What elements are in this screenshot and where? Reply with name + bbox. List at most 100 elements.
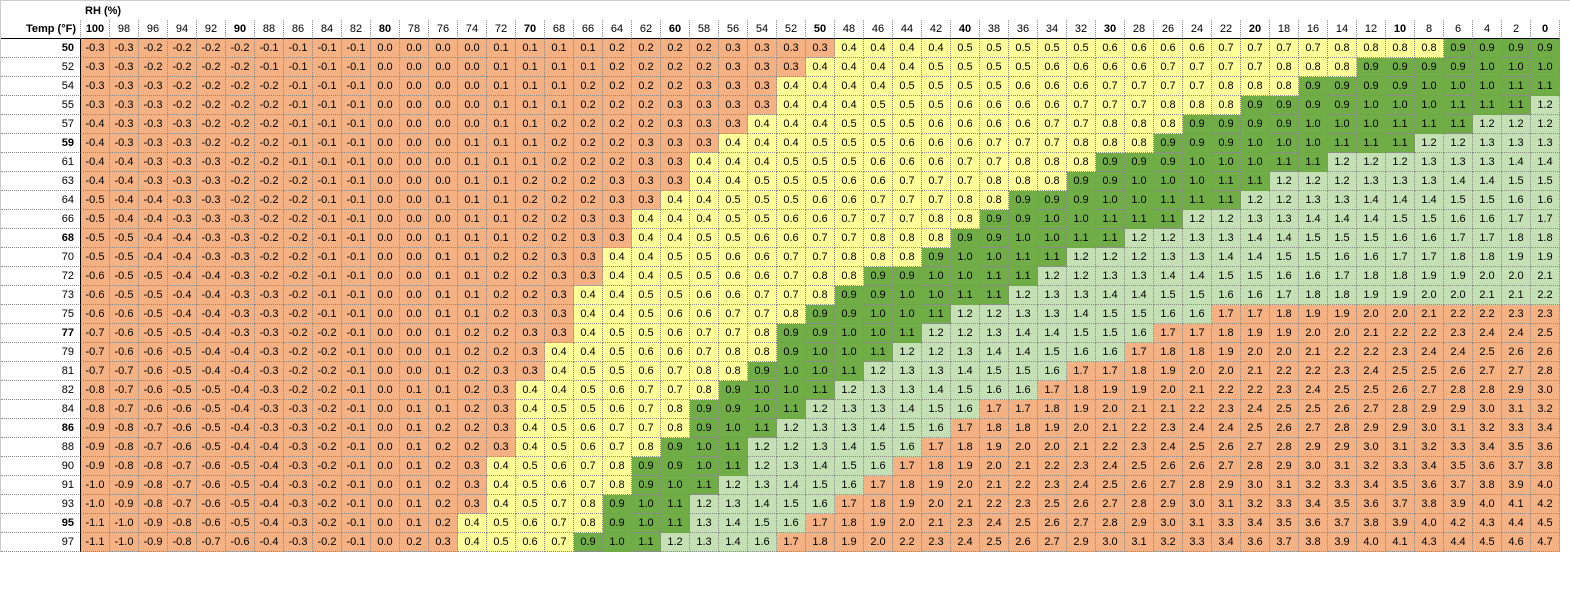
data-cell: 3.1 bbox=[1386, 438, 1415, 457]
data-cell: 0.7 bbox=[922, 172, 951, 191]
data-cell: -0.5 bbox=[139, 324, 168, 343]
data-cell: 1.2 bbox=[922, 324, 951, 343]
data-cell: 0.6 bbox=[719, 248, 748, 267]
data-cell: 0.7 bbox=[777, 286, 806, 305]
data-cell: -0.2 bbox=[197, 77, 226, 96]
data-cell: 1.0 bbox=[632, 514, 661, 533]
data-cell: 1.9 bbox=[1357, 286, 1386, 305]
data-cell: 1.0 bbox=[1502, 58, 1531, 77]
data-cell: -0.2 bbox=[168, 77, 197, 96]
data-cell: -0.3 bbox=[255, 381, 284, 400]
data-cell: 1.3 bbox=[1473, 153, 1502, 172]
data-cell: 2.1 bbox=[1357, 324, 1386, 343]
data-cell: 0.6 bbox=[690, 305, 719, 324]
data-cell: 1.4 bbox=[1299, 210, 1328, 229]
data-cell: 0.2 bbox=[545, 115, 574, 134]
data-cell: 0.1 bbox=[429, 267, 458, 286]
data-cell: 0.0 bbox=[371, 324, 400, 343]
data-cell: 2.6 bbox=[1444, 362, 1473, 381]
data-cell: -0.3 bbox=[139, 96, 168, 115]
data-cell: 3.1 bbox=[1270, 476, 1299, 495]
data-cell: 0.2 bbox=[458, 438, 487, 457]
data-cell: -0.4 bbox=[139, 248, 168, 267]
data-cell: 0.1 bbox=[400, 495, 429, 514]
data-cell: 0.7 bbox=[1241, 39, 1270, 58]
data-cell: 4.3 bbox=[1415, 533, 1444, 552]
data-cell: 0.5 bbox=[893, 115, 922, 134]
data-cell: 0.2 bbox=[545, 134, 574, 153]
data-cell: 3.3 bbox=[1444, 438, 1473, 457]
data-cell: -0.9 bbox=[81, 419, 110, 438]
data-cell: -0.1 bbox=[342, 229, 371, 248]
data-cell: 0.7 bbox=[1212, 39, 1241, 58]
data-cell: -0.5 bbox=[168, 362, 197, 381]
data-cell: -0.4 bbox=[226, 343, 255, 362]
data-cell: 1.4 bbox=[1444, 172, 1473, 191]
row-header: 93 bbox=[1, 495, 81, 514]
data-cell: 0.7 bbox=[835, 210, 864, 229]
data-cell: 1.2 bbox=[1531, 115, 1560, 134]
data-cell: 1.1 bbox=[1502, 77, 1531, 96]
data-cell: 0.6 bbox=[864, 172, 893, 191]
data-cell: -0.2 bbox=[168, 39, 197, 58]
data-cell: 0.2 bbox=[632, 96, 661, 115]
data-cell: 0.9 bbox=[1212, 115, 1241, 134]
data-cell: 0.5 bbox=[893, 77, 922, 96]
col-header: 86 bbox=[284, 20, 313, 39]
data-cell: 0.7 bbox=[1183, 58, 1212, 77]
data-cell: 0.0 bbox=[400, 39, 429, 58]
data-cell: 1.9 bbox=[1125, 381, 1154, 400]
data-cell: 0.7 bbox=[893, 172, 922, 191]
data-cell: 0.3 bbox=[719, 39, 748, 58]
row-header: 79 bbox=[1, 343, 81, 362]
data-cell: 1.8 bbox=[893, 476, 922, 495]
data-cell: 1.3 bbox=[690, 533, 719, 552]
data-cell: 0.9 bbox=[806, 305, 835, 324]
data-cell: 0.8 bbox=[1067, 134, 1096, 153]
data-cell: 0.8 bbox=[1183, 96, 1212, 115]
data-cell: 0.9 bbox=[690, 400, 719, 419]
data-cell: 0.8 bbox=[1096, 115, 1125, 134]
data-cell: 2.9 bbox=[1357, 419, 1386, 438]
data-cell: 2.3 bbox=[1502, 305, 1531, 324]
data-cell: 0.4 bbox=[632, 210, 661, 229]
data-cell: 2.1 bbox=[1241, 362, 1270, 381]
data-cell: 0.1 bbox=[458, 286, 487, 305]
data-cell: 2.1 bbox=[1473, 286, 1502, 305]
data-cell: 0.1 bbox=[458, 153, 487, 172]
data-cell: 1.7 bbox=[1038, 381, 1067, 400]
data-cell: 2.0 bbox=[893, 514, 922, 533]
data-cell: -0.2 bbox=[197, 115, 226, 134]
data-cell: 0.0 bbox=[400, 153, 429, 172]
data-cell: 1.1 bbox=[1009, 267, 1038, 286]
data-cell: 0.2 bbox=[516, 286, 545, 305]
data-cell: 2.6 bbox=[1183, 457, 1212, 476]
data-cell: 1.4 bbox=[777, 476, 806, 495]
data-cell: 1.2 bbox=[1270, 172, 1299, 191]
data-cell: 0.3 bbox=[487, 419, 516, 438]
data-cell: 0.4 bbox=[661, 191, 690, 210]
data-cell: 2.9 bbox=[1067, 533, 1096, 552]
data-cell: 3.9 bbox=[1328, 533, 1357, 552]
data-cell: 0.4 bbox=[574, 286, 603, 305]
data-cell: 1.7 bbox=[1009, 400, 1038, 419]
data-cell: 0.1 bbox=[400, 419, 429, 438]
data-cell: 2.3 bbox=[1386, 343, 1415, 362]
data-cell: 2.0 bbox=[1067, 419, 1096, 438]
data-cell: 2.9 bbox=[1270, 457, 1299, 476]
data-cell: 0.9 bbox=[1067, 172, 1096, 191]
data-cell: -0.1 bbox=[313, 305, 342, 324]
data-cell: 3.2 bbox=[1473, 419, 1502, 438]
data-cell: -0.2 bbox=[168, 58, 197, 77]
col-header: 82 bbox=[342, 20, 371, 39]
data-cell: -0.4 bbox=[255, 533, 284, 552]
data-cell: 2.8 bbox=[1270, 438, 1299, 457]
data-cell: 0.8 bbox=[690, 381, 719, 400]
data-cell: -0.2 bbox=[255, 229, 284, 248]
data-cell: 3.6 bbox=[1473, 457, 1502, 476]
data-cell: 1.6 bbox=[1154, 305, 1183, 324]
data-cell: 1.0 bbox=[690, 457, 719, 476]
data-cell: -0.2 bbox=[284, 172, 313, 191]
data-cell: -0.3 bbox=[139, 115, 168, 134]
data-cell: 3.0 bbox=[1096, 533, 1125, 552]
